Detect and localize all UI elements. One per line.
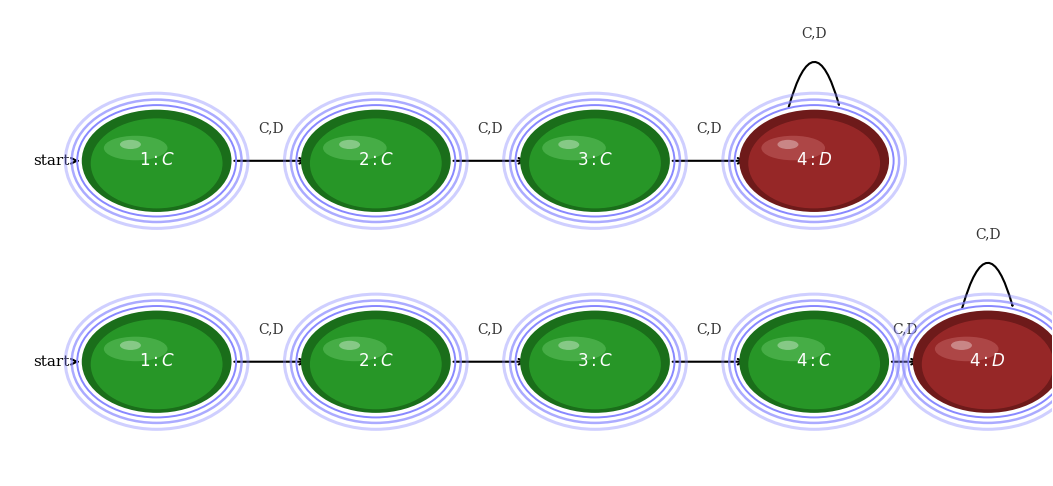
- Text: $2 : \mathit{C}$: $2 : \mathit{C}$: [358, 152, 394, 169]
- Ellipse shape: [339, 341, 360, 350]
- Ellipse shape: [761, 337, 826, 361]
- Ellipse shape: [739, 311, 889, 413]
- Ellipse shape: [951, 341, 972, 350]
- Ellipse shape: [310, 119, 441, 208]
- Ellipse shape: [310, 319, 441, 409]
- Text: C,D: C,D: [258, 121, 283, 135]
- Ellipse shape: [921, 319, 1053, 409]
- Text: $1 : \mathit{C}$: $1 : \mathit{C}$: [139, 152, 175, 169]
- Text: C,D: C,D: [975, 227, 1000, 241]
- Text: C,D: C,D: [893, 322, 918, 336]
- Text: C,D: C,D: [801, 26, 827, 40]
- Ellipse shape: [520, 311, 670, 413]
- Ellipse shape: [520, 110, 670, 212]
- Ellipse shape: [739, 110, 889, 212]
- Text: $4 : \mathit{C}$: $4 : \mathit{C}$: [796, 353, 832, 370]
- Ellipse shape: [82, 311, 232, 413]
- FancyArrowPatch shape: [962, 263, 1013, 308]
- Text: C,D: C,D: [258, 322, 283, 336]
- Ellipse shape: [935, 337, 998, 361]
- Text: C,D: C,D: [477, 121, 502, 135]
- Ellipse shape: [558, 341, 579, 350]
- Ellipse shape: [104, 337, 167, 361]
- Text: C,D: C,D: [696, 322, 722, 336]
- Text: $2 : \mathit{C}$: $2 : \mathit{C}$: [358, 353, 394, 370]
- Text: $3 : \mathit{C}$: $3 : \mathit{C}$: [577, 353, 613, 370]
- Ellipse shape: [913, 311, 1053, 413]
- Ellipse shape: [761, 136, 826, 160]
- Ellipse shape: [120, 140, 141, 149]
- Text: $1 : \mathit{C}$: $1 : \mathit{C}$: [139, 353, 175, 370]
- Ellipse shape: [301, 311, 451, 413]
- Ellipse shape: [120, 341, 141, 350]
- Ellipse shape: [91, 119, 222, 208]
- Text: $3 : \mathit{C}$: $3 : \mathit{C}$: [577, 152, 613, 169]
- Ellipse shape: [749, 319, 880, 409]
- Ellipse shape: [529, 319, 661, 409]
- Ellipse shape: [777, 140, 798, 149]
- Ellipse shape: [558, 140, 579, 149]
- Ellipse shape: [301, 110, 451, 212]
- Ellipse shape: [542, 136, 605, 160]
- Text: $4 : \mathit{D}$: $4 : \mathit{D}$: [970, 353, 1006, 370]
- Ellipse shape: [323, 136, 386, 160]
- Text: start: start: [34, 154, 69, 168]
- Ellipse shape: [777, 341, 798, 350]
- Ellipse shape: [91, 319, 222, 409]
- Text: C,D: C,D: [477, 322, 502, 336]
- Ellipse shape: [104, 136, 167, 160]
- Ellipse shape: [529, 119, 661, 208]
- Ellipse shape: [749, 119, 880, 208]
- Ellipse shape: [82, 110, 232, 212]
- Text: $4 : \mathit{D}$: $4 : \mathit{D}$: [796, 152, 833, 169]
- FancyArrowPatch shape: [789, 62, 839, 107]
- Ellipse shape: [542, 337, 605, 361]
- Ellipse shape: [323, 337, 386, 361]
- Ellipse shape: [339, 140, 360, 149]
- Text: C,D: C,D: [696, 121, 722, 135]
- Text: start: start: [34, 355, 69, 369]
